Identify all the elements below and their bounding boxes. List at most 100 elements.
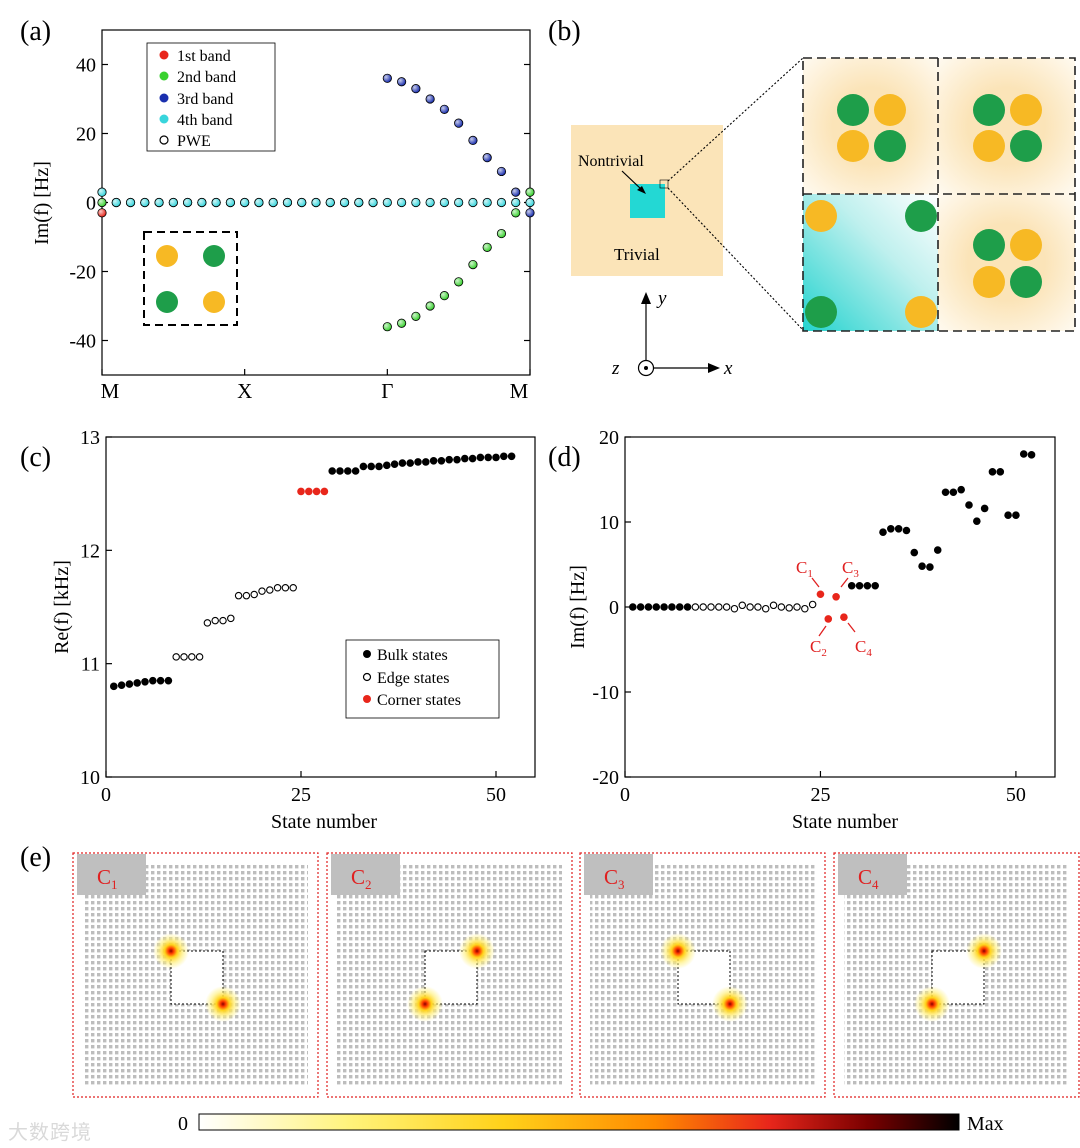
bulk-state-point: [398, 459, 407, 467]
legend-band2: 2nd band: [177, 69, 236, 86]
band-point-shine: [397, 198, 406, 207]
edge-state-point: [769, 601, 778, 610]
bulk-state-point: [902, 526, 911, 535]
ytick-label: 0: [86, 193, 96, 215]
bulk-state-point: [918, 562, 926, 570]
edge-state-point: [172, 653, 180, 661]
panel-c-ylabel: Re(f) [kHz]: [51, 560, 73, 654]
band-point-shine: [454, 277, 463, 287]
map-label-bg: [331, 854, 400, 895]
pwe-point: [197, 197, 207, 208]
legend-band3-marker: [159, 93, 169, 103]
zoomed-cells: [802, 57, 1076, 332]
edge-state-point: [761, 604, 770, 613]
field-map-1: C1: [72, 852, 319, 1098]
yellow-rod: [156, 245, 178, 267]
legend-corner: Corner states: [377, 692, 461, 709]
band-point-shine: [454, 118, 463, 128]
band-point-shine: [211, 198, 221, 207]
pwe-point: [525, 187, 535, 197]
band-point-shine: [468, 260, 478, 269]
bulk-state-point: [675, 603, 684, 611]
band-point-shine: [297, 198, 306, 207]
band-point-shine: [525, 208, 535, 218]
panel-d-yticks: 20 10 0 -10 -20: [592, 427, 631, 789]
map-label: C3: [604, 865, 625, 892]
map-label: C4: [858, 865, 879, 892]
zoom-line-top: [667, 57, 804, 182]
bulk-state-point: [406, 459, 415, 467]
pwe-point: [339, 197, 350, 208]
bulk-state-point: [476, 453, 485, 462]
map-label-bg: [77, 854, 146, 895]
band-point-shine: [511, 208, 520, 218]
bulk-state-point: [125, 680, 134, 688]
axis-x-label: x: [723, 358, 733, 379]
panel-a-unitcell-inset: [143, 231, 238, 326]
panel-a-yticks: 40 20 0 -20 -40: [69, 55, 530, 353]
yellow-rod: [203, 291, 225, 313]
bulk-state-point: [855, 581, 864, 590]
panel-a: (a) Im(f) [Hz] 40 20 0 -20 -40 M X Γ M 1st band…: [20, 16, 535, 403]
pwe-point: [382, 322, 392, 332]
band-point-shine: [269, 198, 278, 207]
pwe-point: [468, 135, 478, 145]
pwe-point: [154, 197, 164, 208]
bulk-state-point: [328, 467, 337, 475]
pwe-point: [439, 291, 449, 301]
edge-state-point: [234, 591, 243, 600]
pwe-point: [525, 208, 535, 218]
band-point-shine: [383, 74, 392, 83]
watermark: 大数跨境: [8, 1120, 92, 1144]
edge-state-point: [211, 616, 219, 625]
bulk-state-point: [644, 603, 653, 611]
panel-c-frame: [105, 436, 536, 778]
bulk-state-point: [879, 528, 887, 536]
pwe-point: [125, 197, 136, 208]
edge-state-point: [281, 583, 290, 592]
bulk-state-point: [141, 678, 149, 686]
pwe-point: [511, 208, 521, 218]
green-rod: [874, 130, 906, 162]
band-point-shine: [397, 319, 406, 328]
pwe-point: [368, 197, 378, 208]
panel-a-points: [97, 73, 535, 332]
pwe-point: [97, 208, 107, 218]
panel-d-xticks: 0 25 50: [620, 771, 1026, 806]
pwe-point: [240, 197, 250, 208]
corner-label-c2: C2: [810, 637, 827, 659]
corner-label-c1: C1: [796, 558, 813, 580]
pwe-point: [111, 197, 121, 208]
panel-d-ylabel: Im(f) [Hz]: [567, 565, 589, 649]
panel-c-yticks: 13 12 11 10: [80, 427, 112, 789]
xtick-label: 0: [101, 784, 111, 806]
band-point-shine: [425, 94, 435, 104]
pwe-point: [282, 197, 293, 208]
ytick-label: -10: [592, 682, 619, 704]
xtick-label: 25: [291, 784, 311, 806]
yellow-rod: [837, 130, 869, 162]
ytick-label: -20: [592, 767, 619, 789]
band-point-shine: [440, 291, 449, 300]
band-point-shine: [154, 198, 164, 207]
pwe-point: [411, 311, 421, 321]
edge-state-point: [746, 603, 754, 611]
bulk-state-point: [894, 525, 903, 533]
corner-hotspot: [914, 986, 950, 1022]
legend-edge: Edge states: [377, 670, 449, 687]
green-rod: [973, 94, 1005, 126]
corner-hotspot: [660, 933, 696, 969]
xtick-label: M: [101, 379, 120, 403]
map-label-bg: [584, 854, 653, 895]
corner-state-point: [824, 615, 833, 623]
pwe-point: [311, 197, 321, 208]
bulk-state-point: [500, 452, 508, 461]
bulk-state-point: [344, 467, 352, 475]
band-point-shine: [411, 312, 421, 321]
panel-d: (d) Im(f) [Hz] State number 20100-10-20 …: [548, 427, 1056, 833]
pwe-point: [168, 197, 178, 208]
legend-corner-marker: [363, 695, 371, 703]
pwe-point: [254, 197, 264, 208]
panel-d-points: [629, 450, 1036, 623]
bulk-state-point: [926, 563, 934, 571]
